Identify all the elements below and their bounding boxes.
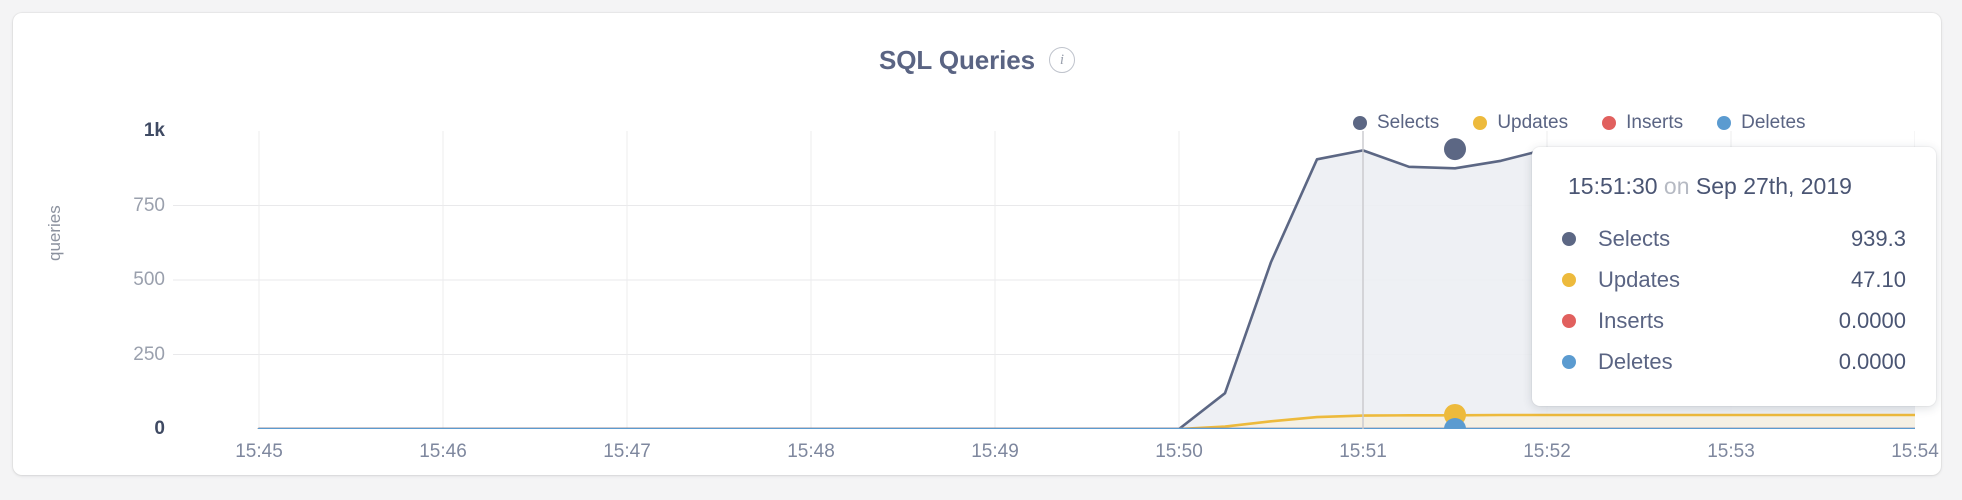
legend-swatch-icon <box>1473 115 1488 130</box>
tooltip-row: Updates 47.10 <box>1562 259 1906 300</box>
tooltip-swatch-icon <box>1562 313 1576 328</box>
legend-swatch-icon <box>1717 115 1732 130</box>
tooltip-series-value: 0.0000 <box>1838 348 1906 374</box>
legend-swatch-icon <box>1353 115 1367 130</box>
y-tick-label: 500 <box>133 269 165 290</box>
x-tick-label: 15:53 <box>1707 441 1755 462</box>
x-tick-label: 15:48 <box>787 441 835 462</box>
x-tick-label: 15:45 <box>235 441 283 462</box>
tooltip-row: Selects 939.3 <box>1562 218 1906 259</box>
x-tick-label: 15:47 <box>603 441 651 462</box>
y-tick-label: 0 <box>154 418 165 439</box>
x-tick-label: 15:51 <box>1339 441 1387 462</box>
info-icon[interactable]: i <box>1048 47 1075 73</box>
legend-swatch-icon <box>1602 115 1617 130</box>
tooltip-swatch-icon <box>1562 272 1576 287</box>
tooltip-swatch-icon <box>1562 354 1576 369</box>
tooltip-date: Sep 27th, 2019 <box>1695 173 1852 199</box>
card-header: SQL Queries i <box>13 47 1941 73</box>
tooltip-row: Deletes 0.0000 <box>1562 341 1906 382</box>
tooltip-header: 15:51:30 on Sep 27th, 2019 <box>1562 173 1906 200</box>
x-axis-ticks: 15:45 15:46 15:47 15:48 15:49 15:50 15:51 15:52… <box>173 441 1939 467</box>
tooltip-series-label: Deletes <box>1598 348 1673 374</box>
tooltip-time: 15:51:30 <box>1568 173 1658 199</box>
x-tick-label: 15:49 <box>971 441 1019 462</box>
tooltip-rows: Selects 939.3 Updates 47.10 Inserts 0.0000 Del… <box>1562 218 1906 382</box>
tooltip-series-label: Selects <box>1598 225 1671 251</box>
legend-item-deletes[interactable]: Deletes <box>1717 112 1806 133</box>
tooltip-series-label: Updates <box>1598 266 1680 292</box>
legend-item-label: Deletes <box>1741 112 1806 133</box>
hover-marker-selects[interactable] <box>1444 138 1466 161</box>
tooltip-on-word: on <box>1663 173 1690 199</box>
legend-item-label: Selects <box>1377 112 1440 133</box>
tooltip-series-value: 47.10 <box>1850 266 1906 292</box>
legend-item-label: Updates <box>1497 112 1569 133</box>
x-tick-label: 15:46 <box>419 441 467 462</box>
chart-legend: Selects Updates Inserts Deletes <box>1353 113 1806 132</box>
y-tick-label: 750 <box>133 194 165 216</box>
tooltip-swatch-icon <box>1562 231 1576 246</box>
x-tick-label: 15:54 <box>1891 441 1939 462</box>
x-tick-label: 15:52 <box>1523 441 1571 462</box>
hover-tooltip: 15:51:30 on Sep 27th, 2019 Selects 939.3 U… <box>1532 147 1936 406</box>
x-tick-label: 15:50 <box>1155 441 1203 462</box>
tooltip-series-label: Inserts <box>1598 307 1665 333</box>
area-fill-updates <box>259 415 1915 429</box>
area-fill-selects <box>259 149 1915 429</box>
y-axis-label: queries <box>45 205 64 261</box>
tooltip-row: Inserts 0.0000 <box>1562 300 1906 341</box>
y-tick-label: 250 <box>133 343 165 365</box>
y-tick-label: 1k <box>143 120 165 141</box>
tooltip-series-value: 0.0000 <box>1838 307 1906 333</box>
sql-queries-card: SQL Queries i Selects Updates Inserts Delet… <box>13 13 1941 475</box>
series-line-updates <box>257 413 1915 429</box>
legend-item-inserts[interactable]: Inserts <box>1602 113 1683 132</box>
hover-marker-deletes[interactable] <box>1444 418 1466 429</box>
y-axis-ticks: 1k 750 500 250 0 <box>73 120 165 439</box>
page-title: SQL Queries <box>879 45 1035 75</box>
legend-item-updates[interactable]: Updates <box>1473 113 1568 132</box>
tooltip-series-value: 939.3 <box>1850 225 1906 251</box>
legend-item-label: Inserts <box>1626 112 1684 133</box>
legend-item-selects[interactable]: Selects <box>1353 113 1439 132</box>
